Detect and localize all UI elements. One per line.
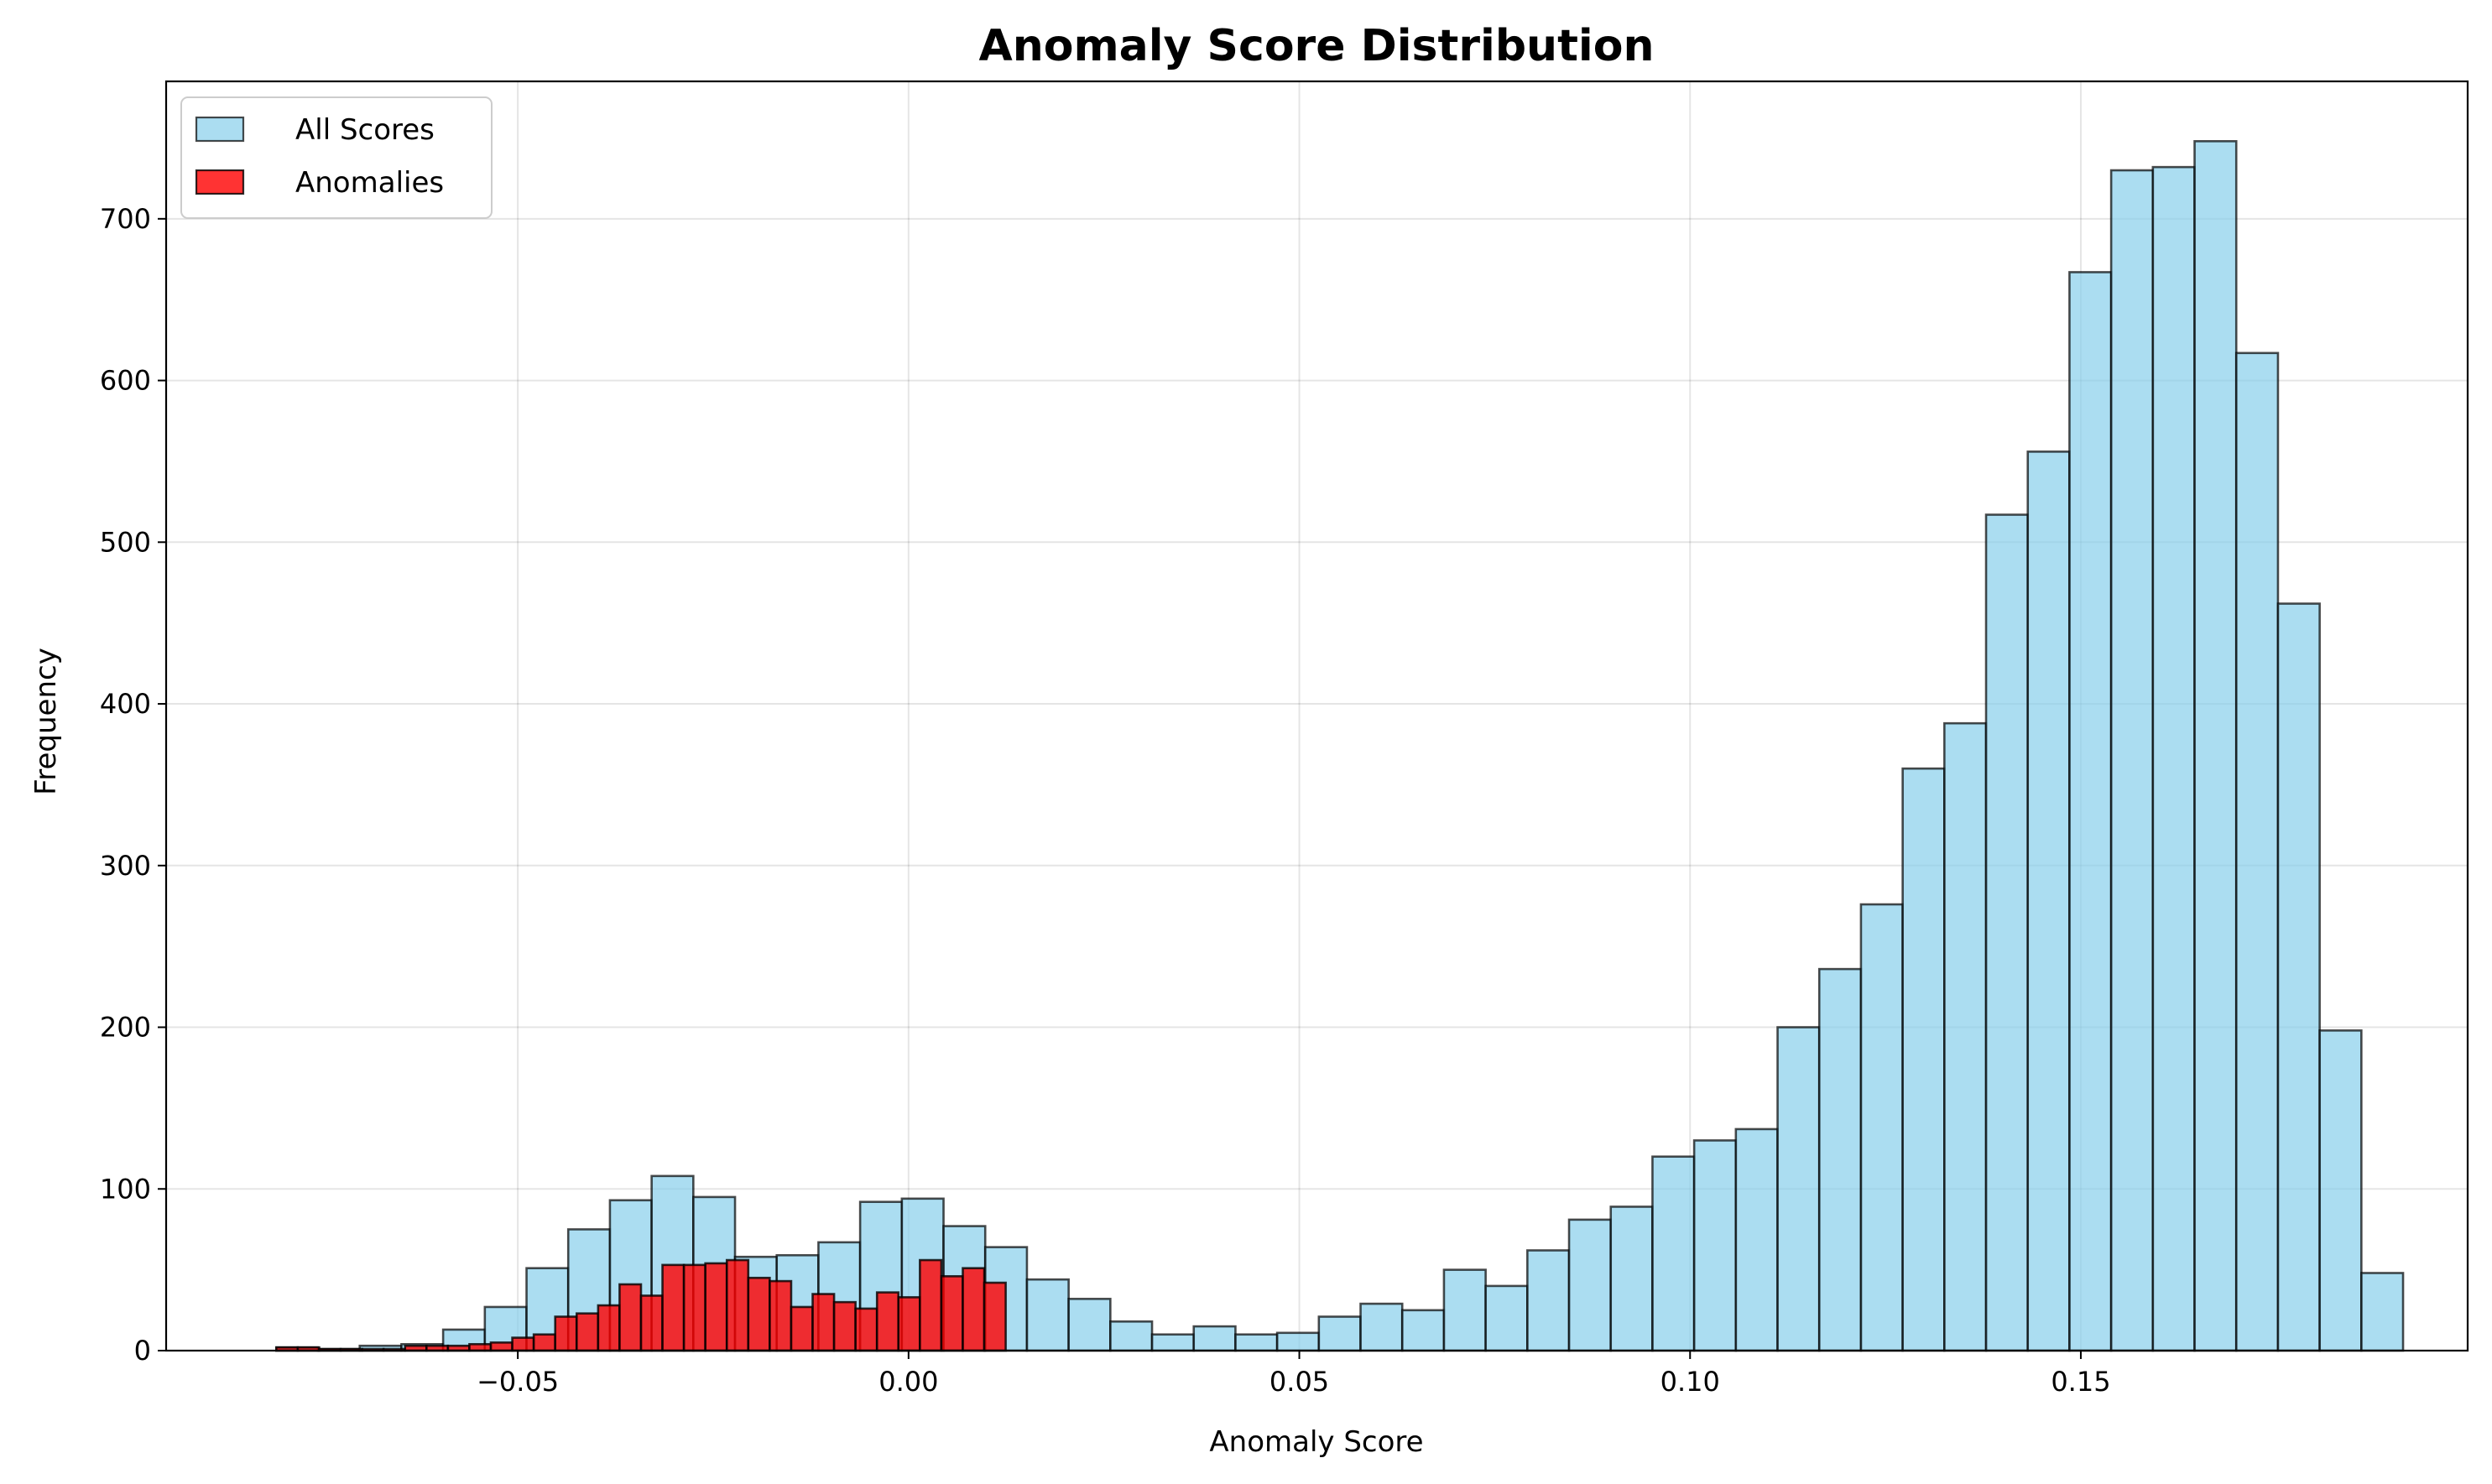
all-scores-bar-49: [2318, 1029, 2363, 1352]
all-scores-bar-40: [1943, 721, 1988, 1352]
anomalies-bar-14: [575, 1312, 600, 1352]
x-tick-label-3: 0.10: [1660, 1366, 1720, 1398]
all-scores-bar-45: [2151, 165, 2196, 1352]
anomalies-bar-30: [919, 1258, 943, 1352]
anomalies-bar-12: [532, 1333, 557, 1352]
legend-label-anomalies: Anomalies: [295, 166, 444, 200]
all-scores-bar-33: [1651, 1155, 1696, 1352]
legend-swatch-anomalies: [195, 169, 245, 195]
x-tick-label-1: 0.00: [878, 1366, 938, 1398]
all-scores-bar-22: [1192, 1325, 1237, 1352]
y-tick-label-7: 700: [100, 203, 151, 235]
anomalies-bar-11: [511, 1336, 535, 1352]
all-scores-bar-37: [1817, 967, 1863, 1352]
anomalies-bar-31: [940, 1275, 964, 1352]
y-tick-label-6: 600: [100, 365, 151, 397]
all-scores-bar-31: [1567, 1218, 1613, 1352]
legend-box: [180, 96, 493, 219]
all-scores-bar-36: [1776, 1026, 1821, 1352]
all-scores-bar-47: [2234, 351, 2280, 1352]
all-scores-bar-46: [2193, 140, 2238, 1352]
anomalies-bar-24: [790, 1305, 814, 1352]
anomalies-bar-16: [618, 1283, 643, 1352]
anomalies-bar-9: [468, 1342, 493, 1352]
y-axis-title: Frequency: [29, 648, 63, 795]
legend-swatch-all-scores: [195, 116, 245, 143]
anomalies-bar-20: [704, 1262, 728, 1352]
y-tick-label-3: 300: [100, 850, 151, 882]
anomalies-bar-19: [682, 1263, 706, 1352]
all-scores-bar-34: [1692, 1139, 1738, 1352]
all-scores-bar-19: [1067, 1298, 1112, 1352]
anomalies-bar-28: [875, 1291, 900, 1352]
anomalies-bar-13: [554, 1315, 578, 1352]
all-scores-bar-29: [1484, 1284, 1529, 1352]
all-scores-bar-28: [1442, 1268, 1487, 1352]
anomalies-bar-21: [725, 1258, 750, 1352]
y-tick-label-2: 200: [100, 1012, 151, 1044]
y-tick-label-5: 500: [100, 526, 151, 558]
all-scores-bar-35: [1734, 1127, 1779, 1352]
y-tick-label-4: 400: [100, 688, 151, 720]
all-scores-bar-43: [2068, 271, 2113, 1352]
all-scores-bar-50: [2360, 1272, 2405, 1352]
all-scores-bar-44: [2109, 169, 2155, 1352]
x-tick-label-0: −0.05: [477, 1366, 559, 1398]
all-scores-bar-26: [1359, 1302, 1404, 1352]
anomalies-bar-10: [489, 1341, 514, 1352]
all-scores-bar-27: [1400, 1309, 1446, 1352]
anomalies-bar-15: [597, 1304, 621, 1352]
x-axis: −0.05 0.00 0.05 0.10 0.15: [477, 1351, 2111, 1398]
all-scores-bars: [275, 140, 2405, 1352]
all-scores-bar-41: [1984, 513, 2030, 1352]
x-axis-title: Anomaly Score: [1209, 1425, 1423, 1459]
x-tick-label-4: 0.15: [2051, 1366, 2110, 1398]
all-scores-bar-30: [1526, 1249, 1571, 1352]
anomalies-bar-27: [854, 1307, 878, 1352]
anomalies-bar-32: [962, 1267, 986, 1352]
all-scores-bar-25: [1317, 1315, 1362, 1352]
y-tick-label-0: 0: [134, 1335, 151, 1367]
all-scores-bar-20: [1109, 1320, 1154, 1352]
all-scores-bar-23: [1234, 1333, 1279, 1352]
anomalies-bar-25: [811, 1293, 836, 1352]
x-tick-label-2: 0.05: [1269, 1366, 1329, 1398]
all-scores-bar-32: [1609, 1205, 1654, 1352]
chart-title: Anomaly Score Distribution: [978, 21, 1654, 71]
legend: All Scores Anomalies: [180, 96, 493, 219]
all-scores-bar-24: [1275, 1331, 1321, 1352]
anomalies-bar-18: [661, 1263, 686, 1352]
all-scores-bar-21: [1150, 1333, 1196, 1352]
y-axis: 0 100 200 300 400 500 600 700: [100, 203, 166, 1367]
all-scores-bar-48: [2276, 602, 2321, 1352]
plot-frame: [164, 80, 2469, 1352]
anomalies-bars: [275, 1258, 1007, 1352]
all-scores-bar-38: [1859, 903, 1904, 1352]
anomalies-bar-33: [983, 1281, 1007, 1352]
y-tick-label-1: 100: [100, 1173, 151, 1205]
anomalies-bar-17: [639, 1294, 664, 1352]
all-scores-bar-18: [1025, 1278, 1070, 1352]
all-scores-bar-39: [1901, 767, 1946, 1352]
anomalies-bar-22: [747, 1276, 771, 1352]
legend-label-all-scores: All Scores: [295, 113, 435, 147]
anomalies-bar-29: [897, 1296, 921, 1352]
all-scores-bar-42: [2026, 450, 2071, 1352]
anomalies-bar-23: [769, 1279, 793, 1352]
anomalies-bar-26: [832, 1300, 857, 1352]
